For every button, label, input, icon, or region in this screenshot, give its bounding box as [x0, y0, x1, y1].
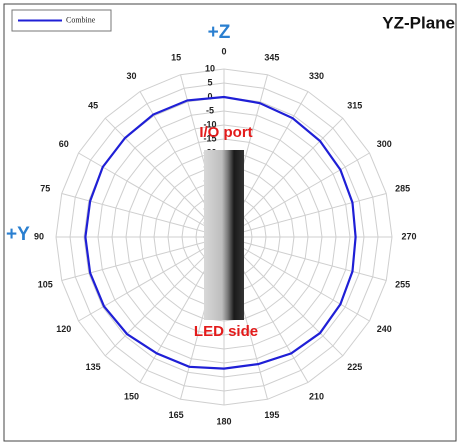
angle-label: 345 — [264, 53, 279, 63]
r-tick-label: -5 — [206, 105, 214, 115]
legend-label: Combine — [66, 15, 96, 24]
angle-label: 135 — [86, 362, 101, 372]
angle-label: 105 — [38, 279, 53, 289]
angle-label: 165 — [169, 410, 184, 420]
angle-label: 120 — [56, 324, 71, 334]
angle-label: 270 — [401, 231, 416, 241]
device-image — [204, 150, 244, 320]
angle-label: 330 — [309, 71, 324, 81]
chart: 1050-5-10-15-20-25-30-35-40-45-500153045… — [0, 0, 469, 445]
angle-label: 180 — [216, 416, 231, 426]
angle-label: 15 — [171, 53, 181, 63]
angle-label: 90 — [34, 231, 44, 241]
legend: Combine — [12, 10, 111, 31]
angle-label: 60 — [59, 139, 69, 149]
angle-label: 300 — [377, 139, 392, 149]
r-tick-label: 0 — [207, 91, 212, 101]
angle-label: 30 — [126, 71, 136, 81]
angle-label: 285 — [395, 183, 410, 193]
angle-label: 195 — [264, 410, 279, 420]
axis-annotation: +Y — [6, 224, 30, 245]
annotation: LED side — [194, 323, 258, 340]
r-tick-label: 5 — [207, 77, 212, 87]
axis-annotation: +Z — [208, 22, 231, 43]
angle-label: 75 — [40, 183, 50, 193]
r-tick-label: 10 — [205, 63, 215, 73]
angle-label: 315 — [347, 101, 362, 111]
angle-label: 255 — [395, 279, 410, 289]
chart-title: YZ-Plane — [382, 13, 455, 32]
annotation: I/O port — [199, 124, 252, 141]
angle-label: 240 — [377, 324, 392, 334]
angle-label: 150 — [124, 392, 139, 402]
angle-label: 225 — [347, 362, 362, 372]
angle-label: 45 — [88, 101, 98, 111]
angle-label: 0 — [221, 46, 226, 56]
angle-label: 210 — [309, 392, 324, 402]
